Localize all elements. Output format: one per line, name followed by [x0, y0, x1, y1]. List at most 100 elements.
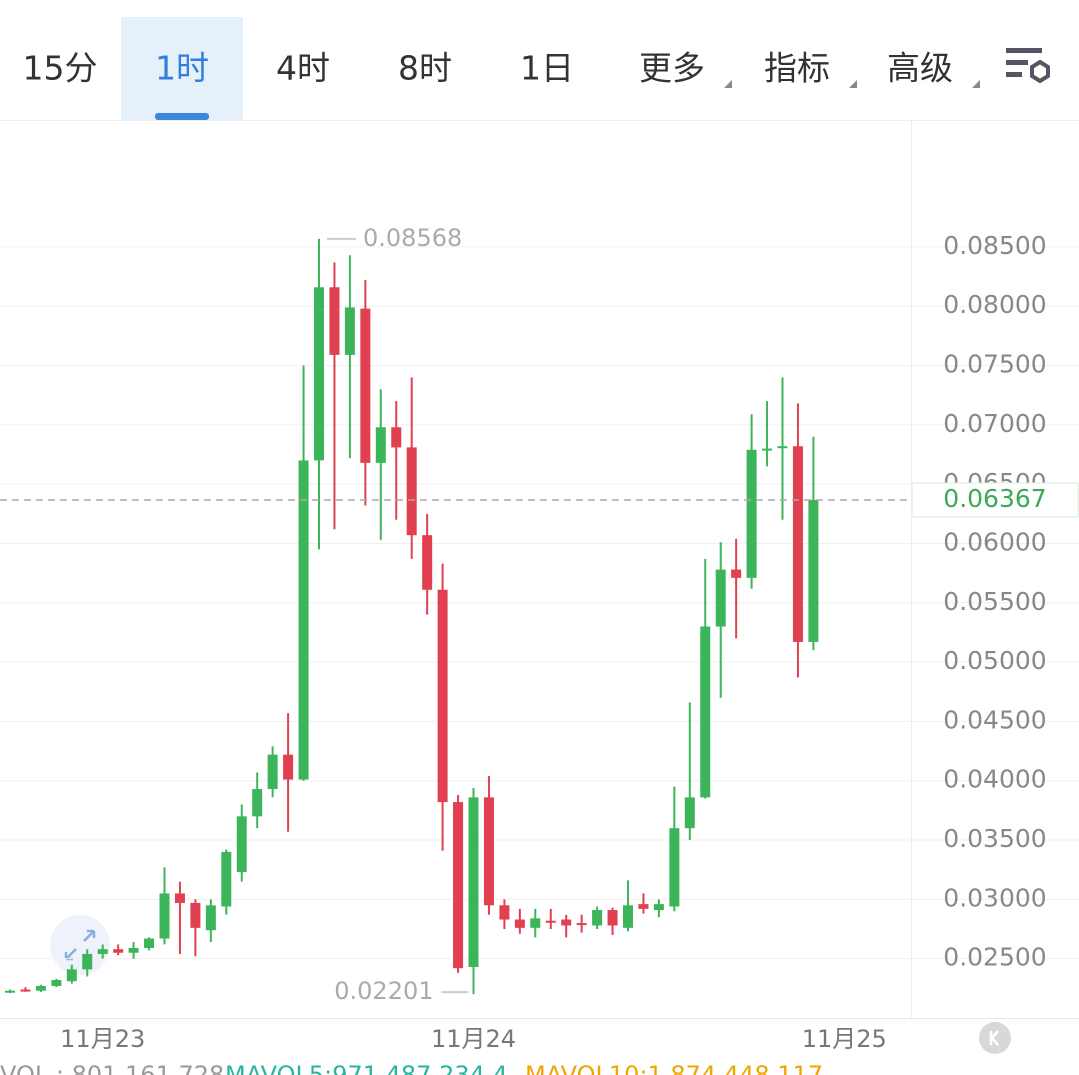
candle-body [653, 904, 664, 911]
tab[interactable]: 8时 [398, 49, 452, 88]
candle-body [82, 953, 93, 970]
y-tick-label: 0.05000 [943, 646, 1046, 675]
candle-body [453, 802, 464, 969]
candle-body [128, 948, 139, 953]
icon-k [989, 1030, 999, 1046]
tab-label: 8时 [398, 49, 452, 88]
max-label: 0.08568 [363, 224, 462, 252]
k-icon[interactable] [979, 1022, 1011, 1054]
candle-body [684, 797, 695, 829]
icon-bar [1006, 72, 1022, 77]
tab-label: 1日 [520, 49, 574, 88]
candle-body [267, 754, 278, 790]
tab-label: 更多 [639, 49, 705, 88]
candle-body [545, 920, 556, 923]
indicator-text: VOL : 801,161,728 [0, 1061, 224, 1075]
y-tick-label: 0.04500 [943, 705, 1046, 734]
min-label: 0.02201 [334, 977, 433, 1005]
settings-icon[interactable] [1006, 48, 1050, 84]
tab[interactable]: 1时 [121, 17, 243, 120]
candle-body [51, 980, 62, 986]
tab-selected-bg [121, 17, 243, 120]
candle-body [514, 919, 525, 928]
tab[interactable]: 1日 [520, 49, 574, 88]
candle-body [607, 910, 618, 926]
candle-body [623, 905, 633, 928]
tab[interactable]: 4时 [276, 49, 330, 88]
candle-body [669, 828, 680, 907]
candle-body [777, 446, 788, 449]
dropdown-arrow [724, 80, 732, 88]
candle-body [746, 449, 757, 578]
candle-body [792, 446, 803, 642]
candle-body [468, 797, 479, 967]
candle-body [20, 989, 31, 992]
candle-body [592, 910, 603, 926]
tab-label: 4时 [276, 49, 330, 88]
candle-body [499, 905, 510, 920]
tab[interactable]: 指标 [764, 49, 857, 89]
y-tick-label: 0.07000 [943, 409, 1046, 438]
candle-body [298, 460, 309, 780]
y-tick-label: 0.03500 [943, 824, 1046, 853]
candle-body [344, 307, 355, 355]
indicator-text: MAVOL10:1,874,448,117 [525, 1061, 823, 1075]
candle-body [700, 626, 711, 798]
candle-body [576, 923, 587, 926]
tab[interactable]: 更多 [639, 49, 732, 89]
expand-icon[interactable] [50, 915, 110, 975]
icon-bg [979, 1022, 1011, 1054]
candle-body [97, 949, 108, 954]
candle-body [530, 918, 541, 928]
candle-body [561, 919, 572, 926]
candle-body [715, 569, 726, 627]
x-tick-label: 11月24 [431, 1025, 516, 1053]
candle-body [731, 569, 742, 578]
icon-bar [1006, 48, 1042, 53]
y-tick-label: 0.03000 [943, 883, 1046, 912]
candle-body [314, 287, 324, 461]
last-price-label: 0.06367 [943, 484, 1046, 513]
candle-body [638, 904, 649, 909]
tab-label: 1时 [155, 49, 209, 88]
y-tick-label: 0.07500 [943, 350, 1046, 379]
y-tick-label: 0.08500 [943, 231, 1046, 260]
tab-label: 15分 [23, 49, 98, 88]
indicator-text: MAVOL5:971,487,234.4 [225, 1061, 508, 1075]
candle-body [406, 447, 417, 536]
candle-body [329, 287, 340, 355]
tab-indicator [155, 113, 209, 120]
candle-body [808, 499, 819, 642]
candle-body [221, 851, 232, 907]
candle-body [422, 535, 433, 590]
icon-bar [1006, 60, 1028, 65]
candle-body [5, 990, 15, 993]
y-tick-label: 0.02500 [943, 943, 1046, 972]
candle-body [391, 427, 402, 448]
last-price-box [911, 482, 1079, 518]
y-tick-label: 0.04000 [943, 765, 1046, 794]
dropdown-arrow [972, 80, 980, 88]
icon-gear [1030, 59, 1050, 84]
tab[interactable]: 高级 [887, 49, 980, 89]
candle-body [35, 985, 46, 991]
y-tick-label: 0.05500 [943, 587, 1046, 616]
x-tick-label: 11月23 [60, 1025, 145, 1053]
candle-body [762, 448, 773, 451]
candle-body [113, 949, 124, 953]
candle-body [66, 969, 77, 982]
candle-body [159, 893, 170, 939]
candle-body [190, 902, 201, 928]
candle-body [375, 427, 386, 463]
candle-body [360, 308, 371, 463]
candle-body [437, 589, 448, 803]
candle-body [236, 816, 247, 873]
tab[interactable]: 15分 [23, 49, 98, 88]
candle-body [174, 893, 185, 903]
candle-body [483, 797, 494, 906]
candle-body [144, 938, 155, 949]
x-tick-label: 11月25 [802, 1025, 887, 1053]
candle-body [205, 905, 216, 931]
